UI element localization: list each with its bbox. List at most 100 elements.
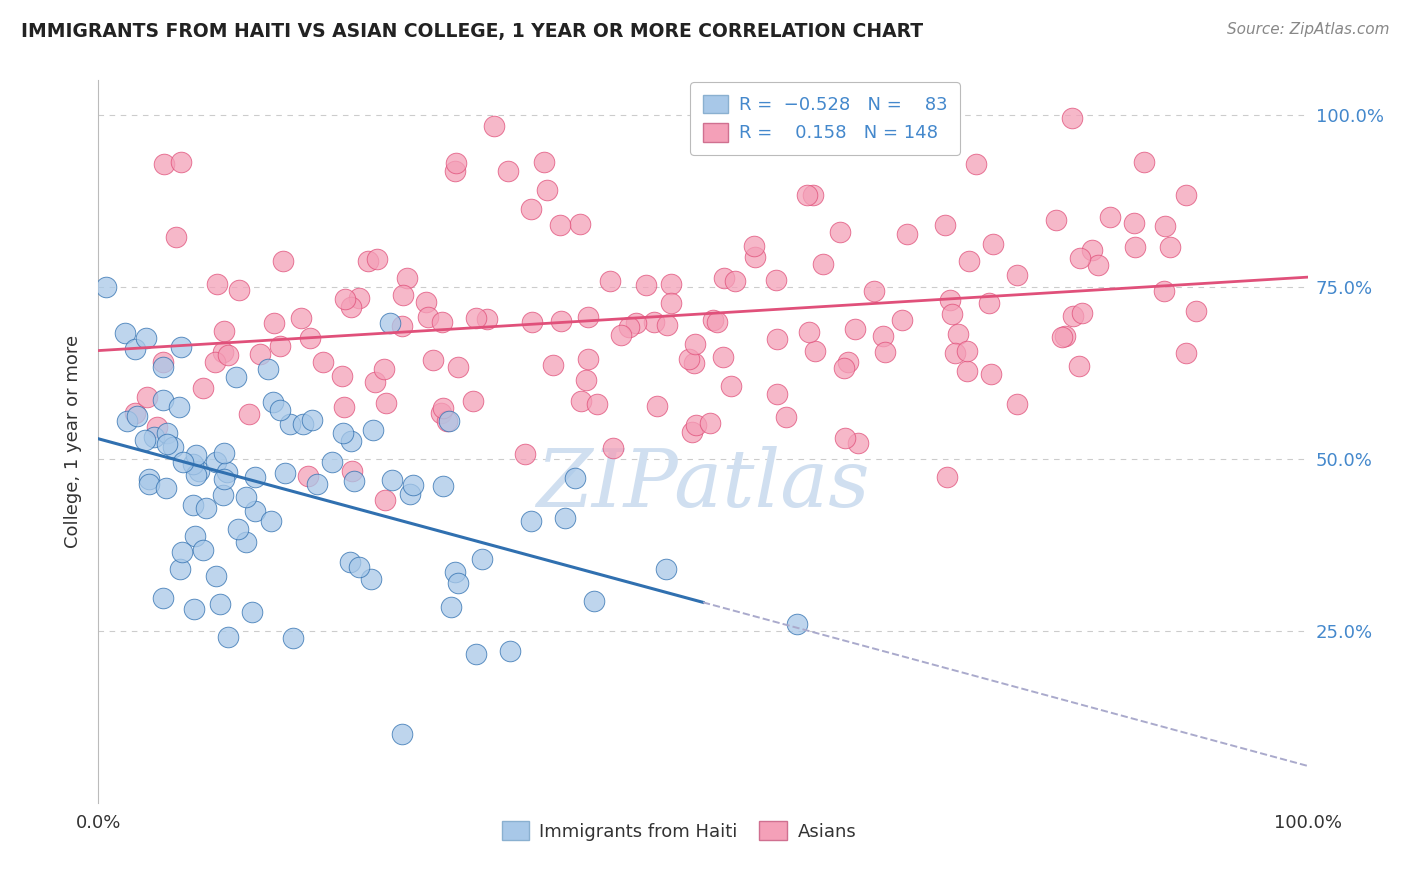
Point [977,296,1000,310]
Point [447,575,470,590]
Point [564,471,586,485]
Point [980,367,1002,381]
Point [225,370,247,384]
Point [330,368,353,383]
Point [207,277,229,292]
Point [332,425,354,440]
Point [554,511,576,525]
Point [349,291,371,305]
Point [391,318,413,333]
Point [1087,258,1109,272]
Point [1185,304,1208,318]
Point [374,493,396,508]
Point [96,279,118,293]
Point [212,488,235,502]
Point [391,727,413,741]
Point [212,345,235,359]
Point [1062,309,1084,323]
Point [340,300,363,314]
Point [212,446,235,460]
Point [269,403,291,417]
Point [830,225,852,239]
Point [447,359,470,374]
Point [204,355,226,369]
Point [226,522,249,536]
Point [259,515,281,529]
Point [681,425,703,439]
Point [443,164,465,178]
Point [172,545,194,559]
Point [744,239,766,253]
Point [515,447,537,461]
Point [357,254,380,268]
Point [135,331,157,345]
Point [242,605,264,619]
Point [432,479,454,493]
Point [765,332,787,346]
Point [333,401,356,415]
Point [1123,216,1146,230]
Point [720,379,742,393]
Point [217,348,239,362]
Text: IMMIGRANTS FROM HAITI VS ASIAN COLLEGE, 1 YEAR OR MORE CORRELATION CHART: IMMIGRANTS FROM HAITI VS ASIAN COLLEGE, … [21,22,924,41]
Legend: Immigrants from Haiti, Asians: Immigrants from Haiti, Asians [495,814,863,848]
Point [723,274,745,288]
Point [471,552,494,566]
Text: ZIPatlas: ZIPatlas [536,446,870,524]
Point [1062,111,1084,125]
Point [214,324,236,338]
Point [169,562,191,576]
Point [811,257,834,271]
Point [955,364,977,378]
Point [1069,359,1091,373]
Point [536,183,558,197]
Point [209,597,232,611]
Point [682,355,704,369]
Point [375,396,398,410]
Point [569,393,592,408]
Point [155,481,177,495]
Point [297,468,319,483]
Y-axis label: College, 1 year or more: College, 1 year or more [65,335,83,548]
Point [775,410,797,425]
Point [711,350,734,364]
Point [766,386,789,401]
Point [311,355,333,369]
Point [152,354,174,368]
Point [934,218,956,232]
Point [872,328,894,343]
Point [444,156,467,170]
Point [939,293,962,307]
Point [136,390,159,404]
Point [702,312,724,326]
Point [1159,239,1181,253]
Point [291,417,314,431]
Point [343,474,366,488]
Point [713,270,735,285]
Point [599,274,621,288]
Point [184,529,207,543]
Point [1071,306,1094,320]
Point [981,237,1004,252]
Point [235,535,257,549]
Point [1069,251,1091,265]
Point [392,288,415,302]
Point [290,310,312,325]
Point [249,347,271,361]
Point [626,316,648,330]
Point [896,227,918,241]
Point [610,328,633,343]
Point [235,490,257,504]
Point [844,322,866,336]
Point [340,434,363,449]
Point [299,331,322,345]
Point [550,314,572,328]
Point [873,344,896,359]
Point [803,343,825,358]
Point [678,351,700,366]
Point [797,325,820,339]
Point [444,565,467,579]
Point [956,344,979,359]
Point [499,644,522,658]
Point [1005,397,1028,411]
